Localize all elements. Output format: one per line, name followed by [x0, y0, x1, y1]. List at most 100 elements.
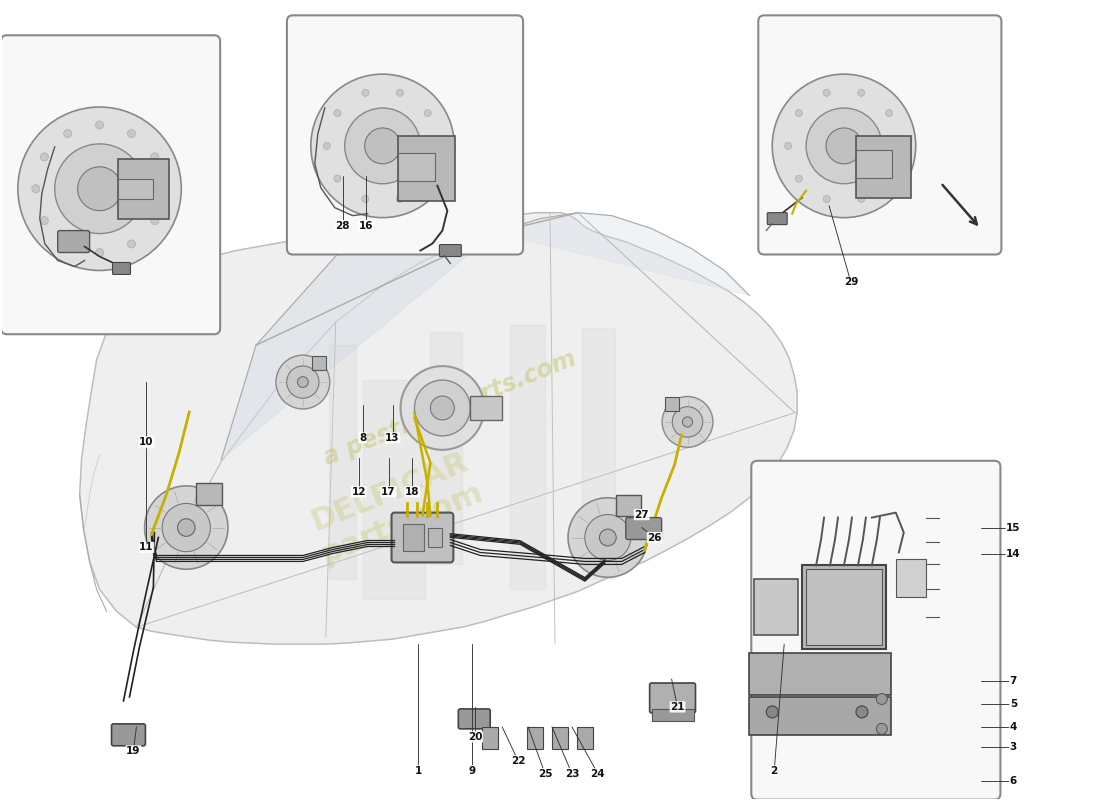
Circle shape [287, 366, 319, 398]
Text: 3: 3 [1010, 742, 1018, 752]
FancyBboxPatch shape [112, 262, 131, 274]
Text: 21: 21 [670, 702, 685, 712]
Text: 2: 2 [771, 766, 778, 776]
Circle shape [362, 90, 369, 96]
Bar [482, 727, 498, 749]
Text: 18: 18 [405, 486, 420, 497]
Circle shape [41, 217, 48, 225]
Circle shape [96, 121, 103, 129]
Circle shape [823, 90, 830, 96]
Circle shape [568, 498, 648, 578]
Circle shape [795, 110, 802, 117]
Circle shape [585, 514, 630, 561]
Bar [666, 398, 679, 411]
Bar [802, 566, 886, 649]
Bar [527, 727, 543, 749]
FancyBboxPatch shape [626, 518, 661, 539]
FancyBboxPatch shape [1, 35, 220, 334]
Text: 19: 19 [126, 746, 141, 756]
Circle shape [128, 130, 135, 138]
Polygon shape [430, 332, 462, 565]
Text: 4: 4 [1010, 722, 1018, 732]
Circle shape [311, 74, 454, 218]
Circle shape [396, 90, 404, 96]
Text: 5: 5 [1010, 699, 1018, 709]
Bar [397, 136, 455, 201]
Text: 10: 10 [140, 437, 154, 447]
Circle shape [160, 185, 167, 193]
Circle shape [425, 175, 431, 182]
Text: 29: 29 [844, 278, 858, 287]
Circle shape [772, 74, 915, 218]
Circle shape [162, 503, 210, 552]
Circle shape [430, 396, 454, 420]
Bar [471, 396, 503, 420]
Bar [856, 136, 911, 198]
Circle shape [144, 486, 228, 570]
Bar [428, 527, 442, 547]
Text: 11: 11 [140, 542, 154, 553]
Text: 12: 12 [351, 486, 366, 497]
Text: 14: 14 [1006, 550, 1021, 559]
Polygon shape [510, 326, 544, 590]
Text: a pestifer parts.com: a pestifer parts.com [320, 346, 580, 470]
Circle shape [795, 175, 802, 182]
Polygon shape [363, 380, 426, 599]
Circle shape [64, 130, 72, 138]
Circle shape [858, 90, 865, 96]
Polygon shape [79, 213, 798, 644]
Bar [552, 727, 568, 749]
Text: 16: 16 [359, 221, 373, 230]
Circle shape [672, 406, 703, 437]
Circle shape [767, 706, 778, 718]
FancyBboxPatch shape [650, 683, 695, 713]
Circle shape [362, 195, 369, 202]
Bar [749, 653, 891, 695]
Bar [856, 150, 892, 178]
Circle shape [32, 185, 40, 193]
Bar [749, 697, 891, 735]
Circle shape [600, 529, 616, 546]
Circle shape [877, 694, 888, 705]
Circle shape [18, 107, 182, 270]
Circle shape [177, 518, 195, 536]
Circle shape [806, 108, 882, 184]
Text: 24: 24 [591, 769, 605, 778]
Bar [196, 483, 222, 505]
Circle shape [396, 195, 404, 202]
Circle shape [334, 110, 341, 117]
Bar [651, 709, 693, 721]
Polygon shape [329, 345, 355, 579]
Text: 23: 23 [564, 769, 580, 778]
Circle shape [78, 167, 121, 210]
Bar [755, 579, 799, 635]
Circle shape [425, 110, 431, 117]
Circle shape [400, 366, 484, 450]
Text: 20: 20 [468, 732, 483, 742]
Bar [118, 178, 153, 198]
Circle shape [128, 240, 135, 248]
Circle shape [151, 153, 158, 161]
Circle shape [856, 706, 868, 718]
Bar [311, 356, 327, 370]
Text: 26: 26 [648, 533, 662, 542]
Circle shape [877, 723, 888, 734]
Text: 13: 13 [385, 433, 399, 443]
Circle shape [826, 128, 862, 164]
Text: 22: 22 [510, 756, 526, 766]
Circle shape [784, 142, 792, 150]
Bar [397, 153, 436, 181]
Text: 6: 6 [1010, 776, 1018, 786]
Circle shape [886, 175, 892, 182]
FancyBboxPatch shape [287, 15, 524, 254]
Circle shape [96, 249, 103, 257]
Circle shape [276, 355, 330, 409]
Text: 1: 1 [415, 766, 422, 776]
Circle shape [344, 108, 420, 184]
Bar [616, 495, 641, 516]
Circle shape [682, 417, 693, 427]
Circle shape [662, 397, 713, 447]
Circle shape [858, 195, 865, 202]
Text: 28: 28 [336, 221, 350, 230]
Bar [895, 559, 926, 598]
